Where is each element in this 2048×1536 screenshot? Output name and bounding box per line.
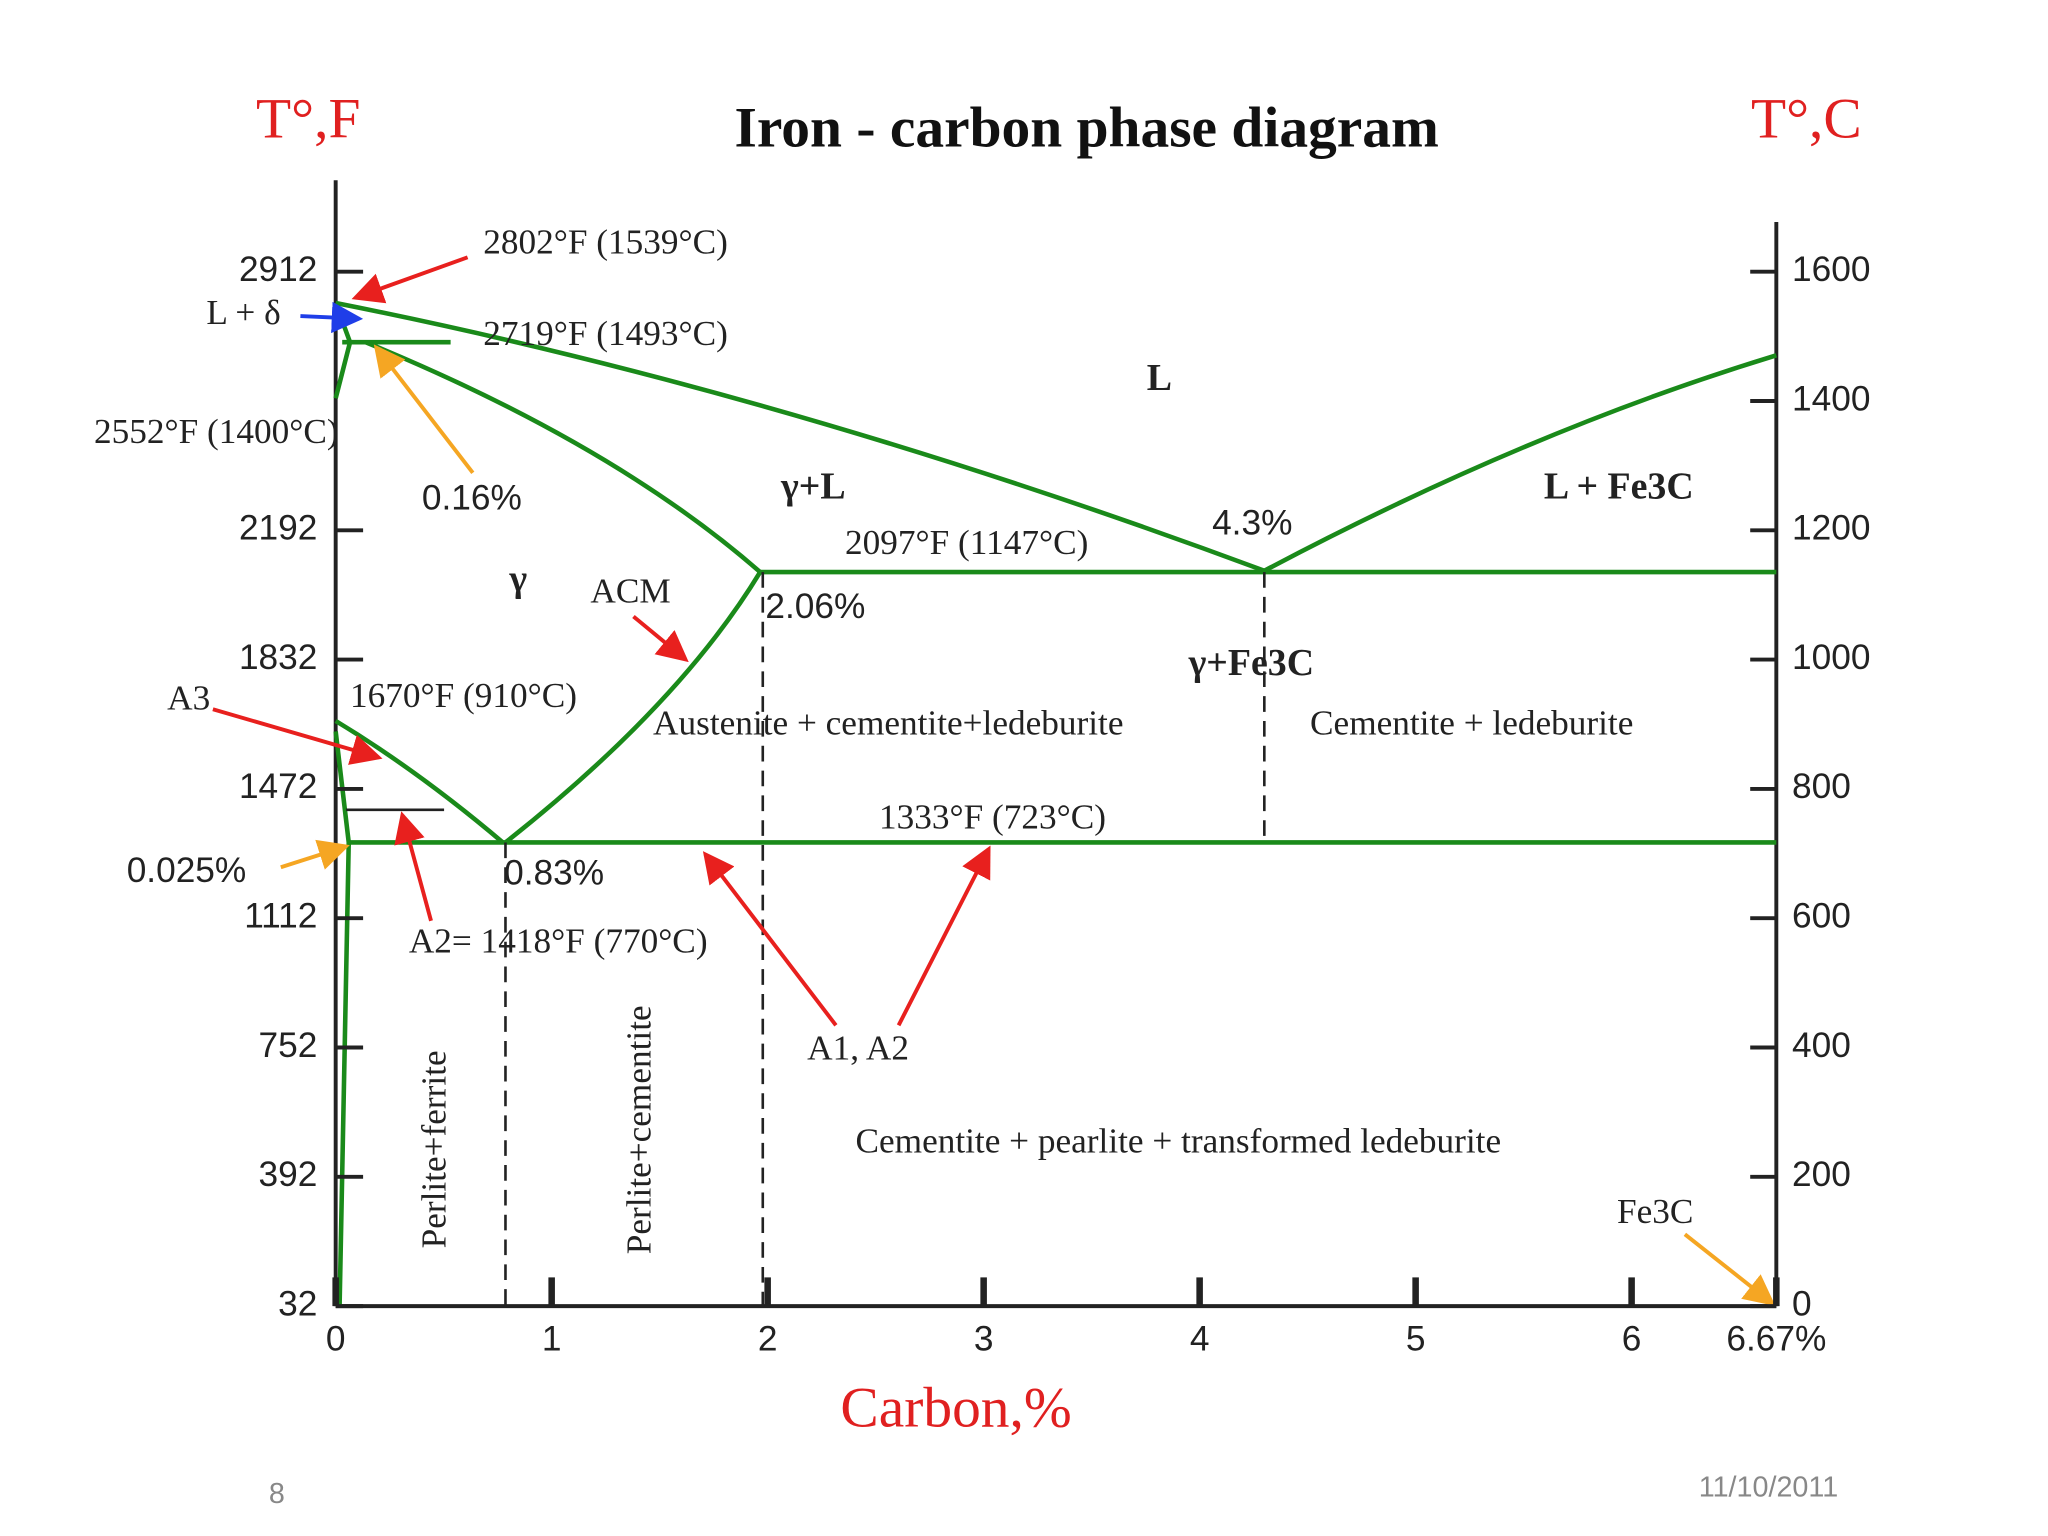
acm: [504, 570, 763, 845]
x-tick-label: 6.67%: [1726, 1320, 1826, 1359]
y-tick-label: 392: [259, 1155, 318, 1194]
annotation: L + δ: [206, 293, 280, 332]
y-tick-label: 752: [259, 1026, 318, 1065]
x-axis-title: Carbon,%: [840, 1376, 1071, 1439]
arrow: [212, 707, 383, 765]
annotation: Austenite + cementite+ledeburite: [653, 703, 1123, 742]
annotation: 4.3%: [1212, 503, 1292, 542]
x-tick-label: 3: [974, 1320, 994, 1359]
y-tick-label: 32: [278, 1284, 317, 1323]
a3: [334, 719, 505, 845]
y2-tick-label: 1000: [1792, 638, 1870, 677]
annotation: Fe3C: [1617, 1192, 1693, 1231]
title: Iron - carbon phase diagram: [734, 96, 1438, 159]
annotation: A1, A2: [807, 1029, 909, 1068]
annotation: 1670°F (910°C): [350, 676, 577, 715]
y-tick-label: 2192: [239, 509, 317, 548]
annotation: Perlite+ferrite: [415, 1050, 454, 1248]
x-tick-label: 5: [1406, 1320, 1426, 1359]
y2-tick-label: 400: [1792, 1026, 1851, 1065]
y2-tick-label: 0: [1792, 1284, 1812, 1323]
annotation: 2719°F (1493°C): [483, 314, 728, 353]
annotation: γ+L: [780, 465, 846, 507]
date: 11/10/2011: [1699, 1472, 1838, 1504]
y2-tick-label: 800: [1792, 767, 1851, 806]
arrow: [394, 811, 433, 922]
annotation: Perlite+cementite: [620, 1005, 659, 1254]
arrow: [351, 255, 469, 304]
annotation: A3: [167, 678, 210, 717]
annotation: 0.025%: [127, 851, 247, 890]
y-tick-label: 1832: [239, 638, 317, 677]
solidus: [364, 340, 762, 574]
x-tick-label: 6: [1622, 1320, 1642, 1359]
y-tick-label: 1472: [239, 767, 317, 806]
y2-tick-label: 1400: [1792, 379, 1870, 418]
annotation: Cementite + pearlite + transformed ledeb…: [856, 1121, 1502, 1160]
annotation: 2552°F (1400°C): [94, 412, 339, 451]
annotation: 0.83%: [504, 853, 604, 892]
annotation: 2.06%: [765, 587, 865, 626]
x-tick-label: 0: [326, 1320, 346, 1359]
annotation: A2= 1418°F (770°C): [409, 921, 708, 960]
y2-tick-label: 600: [1792, 897, 1851, 936]
y-tick-label: 1112: [244, 897, 317, 936]
arrow: [896, 845, 991, 1027]
annotation: ACM: [590, 571, 670, 610]
arrow: [280, 839, 350, 870]
arrow: [300, 301, 364, 334]
x-tick-label: 4: [1190, 1320, 1210, 1359]
annotation: L: [1147, 357, 1172, 399]
liquidus: [1263, 353, 1777, 573]
arrow: [373, 344, 475, 475]
y2-tick-label: 1200: [1792, 509, 1870, 548]
annotation: 1333°F (723°C): [879, 797, 1106, 836]
annotation: γ+Fe3C: [1188, 642, 1314, 684]
arrow: [702, 851, 838, 1027]
annotation: L + Fe3C: [1544, 465, 1694, 507]
arrow: [1683, 1232, 1776, 1306]
slide-number: 8: [269, 1478, 285, 1510]
annotation: γ: [508, 558, 527, 600]
right-axis-title: T°,C: [1751, 87, 1862, 150]
y-tick-label: 2912: [239, 250, 317, 289]
liquidus: [335, 300, 1266, 573]
arrows: [212, 255, 1776, 1306]
annotation: Cementite + ledeburite: [1310, 703, 1633, 742]
annotation: 2097°F (1147°C): [845, 523, 1088, 562]
arrow: [632, 614, 689, 663]
y2-tick-label: 1600: [1792, 250, 1870, 289]
annotation: 2802°F (1539°C): [483, 223, 728, 262]
left-axis-title: T°,F: [256, 87, 360, 150]
x-tick-label: 1: [542, 1320, 562, 1359]
y2-tick-label: 200: [1792, 1155, 1851, 1194]
annotation: 0.16%: [422, 479, 522, 518]
x-tick-label: 2: [758, 1320, 778, 1359]
